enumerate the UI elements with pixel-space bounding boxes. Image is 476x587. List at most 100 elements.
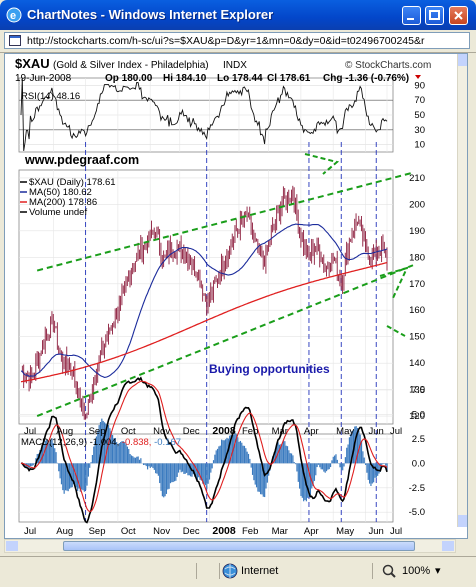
macd-histogram-bar xyxy=(337,460,338,463)
macd-histogram-bar xyxy=(175,463,176,480)
macd-histogram-bar xyxy=(90,462,91,463)
macd-histogram-bar xyxy=(131,455,132,463)
macd-histogram-bar xyxy=(314,463,315,481)
macd-tick-label: -5.0 xyxy=(409,507,425,518)
macd-histogram-bar xyxy=(317,463,318,467)
scroll-up-arrow[interactable] xyxy=(458,54,468,66)
macd-histogram-bar xyxy=(282,443,283,463)
address-bar: http://stockcharts.com/h-sc/ui?s=$XAU&p=… xyxy=(0,30,476,53)
macd-tick-label: -2.5 xyxy=(409,483,425,494)
macd-histogram-bar xyxy=(209,463,210,479)
macd-histogram-bar xyxy=(217,449,218,463)
zoom-level[interactable]: 100% xyxy=(402,565,430,577)
macd-histogram-bar xyxy=(30,463,31,466)
macd-histogram-bar xyxy=(156,463,157,473)
ie-icon: e xyxy=(6,7,22,23)
macd-histogram-bar xyxy=(257,463,258,491)
scroll-left-arrow[interactable] xyxy=(6,541,18,551)
rsi-tick-label: 10 xyxy=(414,140,425,151)
macd-histogram-bar xyxy=(345,457,346,463)
macd-histogram-bar xyxy=(333,457,334,464)
rsi-label: RSI(14) 48.16 xyxy=(21,91,80,102)
maximize-button[interactable] xyxy=(425,6,444,25)
rsi-tick-label: 50 xyxy=(414,110,425,121)
macd-histogram-bar xyxy=(143,463,144,465)
macd-histogram-bar xyxy=(31,463,32,466)
macd-histogram-bar xyxy=(260,463,261,494)
macd-histogram-bar xyxy=(155,463,156,473)
macd-histogram-bar xyxy=(247,452,248,464)
macd-histogram-bar xyxy=(245,448,246,463)
month-label: Feb xyxy=(242,426,258,437)
macd-histogram-bar xyxy=(360,435,361,464)
vertical-scrollbar[interactable] xyxy=(457,54,468,527)
macd-histogram-bar xyxy=(259,463,260,492)
macd-histogram-bar xyxy=(173,463,174,482)
month-label: Nov xyxy=(153,526,170,537)
month-label: Jul xyxy=(24,426,36,437)
macd-histogram-bar xyxy=(151,463,152,466)
macd-histogram-bar xyxy=(291,453,292,463)
macd-histogram-bar xyxy=(163,463,164,497)
macd-histogram-bar xyxy=(326,463,327,471)
close-label: Cl 178.61 xyxy=(267,73,311,84)
macd-histogram-bar xyxy=(183,463,184,474)
macd-histogram-bar xyxy=(169,463,170,488)
scroll-thumb[interactable] xyxy=(63,541,415,551)
month-label: Dec xyxy=(183,426,200,437)
month-label: May xyxy=(336,526,354,537)
macd-histogram-bar xyxy=(33,463,34,465)
macd-histogram-bar xyxy=(93,447,94,464)
macd-histogram-bar xyxy=(88,463,89,476)
macd-histogram-bar xyxy=(160,463,161,491)
month-label: Oct xyxy=(121,526,136,537)
macd-histogram-bar xyxy=(299,463,300,488)
macd-histogram-bar xyxy=(65,463,66,490)
macd-histogram-bar xyxy=(147,463,148,469)
macd-histogram-bar xyxy=(148,463,149,466)
macd-histogram-bar xyxy=(251,463,252,467)
exchange-label: INDX xyxy=(223,60,247,71)
macd-histogram-bar xyxy=(346,448,347,464)
horizontal-scrollbar[interactable] xyxy=(4,539,456,553)
macd-histogram-bar xyxy=(339,463,340,467)
close-button[interactable] xyxy=(449,6,468,25)
title-bar: e ChartNotes - Windows Internet Explorer xyxy=(0,0,476,30)
macd-histogram-bar xyxy=(288,450,289,463)
address-field[interactable]: http://stockcharts.com/h-sc/ui?s=$XAU&p=… xyxy=(4,32,470,49)
window-title: ChartNotes - Windows Internet Explorer xyxy=(27,7,273,22)
macd-histogram-bar xyxy=(294,462,295,463)
macd-histogram-bar xyxy=(129,454,130,463)
macd-histogram-bar xyxy=(322,463,323,469)
price-tick-label: 190 xyxy=(409,226,425,237)
month-label: Jul xyxy=(390,426,402,437)
month-label: Jun xyxy=(368,526,383,537)
macd-histogram-bar xyxy=(325,463,326,472)
macd-histogram-bar xyxy=(177,463,178,477)
macd-histogram-bar xyxy=(60,463,61,478)
watermark-text: www.pdegraaf.com xyxy=(24,153,139,167)
macd-histogram-bar xyxy=(286,446,287,464)
scroll-down-arrow[interactable] xyxy=(458,515,468,527)
macd-histogram-bar xyxy=(221,440,222,464)
macd-histogram-bar xyxy=(62,463,63,490)
macd-histogram-bar xyxy=(248,454,249,463)
rsi-tick-label: 30 xyxy=(414,125,425,136)
macd-histogram-bar xyxy=(212,463,213,468)
macd-histogram-bar xyxy=(264,463,265,497)
down-arrow-icon xyxy=(415,75,421,79)
macd-histogram-bar xyxy=(238,442,239,463)
macd-histogram-bar xyxy=(166,463,167,494)
macd-histogram-bar xyxy=(255,463,256,484)
macd-histogram-bar xyxy=(178,463,179,472)
macd-histogram-bar xyxy=(366,463,367,472)
macd-histogram-bar xyxy=(256,463,257,487)
macd-histogram-bar xyxy=(319,463,320,467)
price-tick-label: 200 xyxy=(409,199,425,210)
macd-histogram-bar xyxy=(290,453,291,463)
macd-histogram-bar xyxy=(136,457,137,464)
minimize-button[interactable] xyxy=(402,6,421,25)
macd-histogram-bar xyxy=(249,459,250,463)
scroll-right-arrow[interactable] xyxy=(442,541,454,551)
zoom-dropdown-arrow[interactable]: ▾ xyxy=(435,564,441,577)
